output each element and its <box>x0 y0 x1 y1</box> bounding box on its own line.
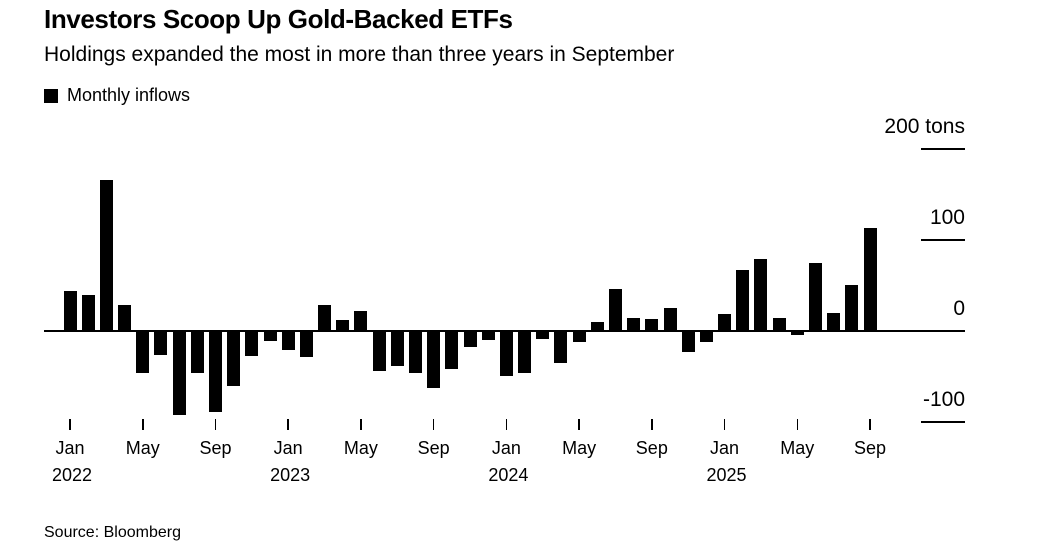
y-tick-line <box>921 148 965 150</box>
x-tick-label: Jan <box>710 438 740 458</box>
x-tick-label: May <box>125 438 160 458</box>
bar <box>481 331 495 340</box>
x-tick-label: May <box>343 438 378 458</box>
x-tick-label: May <box>562 438 597 458</box>
bar <box>281 331 295 350</box>
bar <box>681 331 695 353</box>
bar <box>736 269 750 330</box>
bar <box>445 331 459 369</box>
bar <box>518 331 531 374</box>
y-tick-label: 200 tons <box>884 115 965 138</box>
bar <box>463 331 477 347</box>
bar <box>809 262 822 330</box>
x-year-label: 2022 <box>51 465 93 485</box>
x-tick-label: Sep <box>199 438 232 458</box>
bar <box>572 331 586 343</box>
x-tick <box>214 419 217 430</box>
bar <box>718 313 731 330</box>
bar <box>299 331 313 357</box>
x-year-label: 2023 <box>270 465 311 485</box>
bar <box>645 319 659 330</box>
bar <box>245 331 259 357</box>
bar <box>227 331 241 387</box>
chart-subtitle: Holdings expanded the most in more than … <box>44 43 675 66</box>
bar <box>63 290 77 330</box>
x-tick-label: Sep <box>635 438 668 458</box>
page-title: Investors Scoop Up Gold-Backed ETFs <box>44 4 513 34</box>
bar <box>609 289 622 331</box>
x-tick <box>796 419 798 430</box>
legend: Monthly inflows <box>44 85 190 106</box>
x-tick <box>651 419 653 430</box>
bar <box>827 312 841 330</box>
legend-label: Monthly inflows <box>67 85 191 105</box>
x-year-label: 2024 <box>488 465 529 485</box>
bar <box>372 331 386 371</box>
x-tick <box>69 419 71 430</box>
bar <box>427 331 441 388</box>
y-tick-label: -100 <box>922 388 965 411</box>
x-tick-label: Jan <box>55 438 85 458</box>
x-tick <box>578 419 580 430</box>
y-tick-line <box>921 239 965 241</box>
x-tick <box>869 419 871 430</box>
bar <box>754 259 768 330</box>
x-tick <box>723 419 726 430</box>
x-tick-label: May <box>780 438 815 458</box>
y-tick-label: 0 <box>953 297 965 320</box>
bar <box>354 310 368 330</box>
bar <box>154 331 168 356</box>
bar <box>663 308 677 330</box>
bar <box>81 295 95 330</box>
bar <box>118 304 131 330</box>
bar <box>390 331 404 367</box>
legend-swatch-icon <box>44 88 58 103</box>
x-tick <box>287 419 289 430</box>
bar <box>99 179 113 330</box>
x-tick <box>432 419 435 430</box>
bar <box>554 331 568 364</box>
bar <box>590 321 604 330</box>
bar <box>499 331 513 377</box>
x-tick-label: Sep <box>853 438 886 458</box>
x-tick-label: Jan <box>273 438 303 458</box>
bar <box>409 331 422 373</box>
bar <box>172 331 186 416</box>
y-tick-label: 100 <box>929 206 965 229</box>
y-tick-line <box>921 421 965 423</box>
bar <box>536 331 550 339</box>
x-tick <box>360 419 362 430</box>
bar <box>790 331 804 336</box>
x-tick-label: Sep <box>417 438 450 458</box>
x-tick <box>505 419 508 430</box>
bar <box>845 285 859 330</box>
bar <box>263 331 277 341</box>
bar <box>699 331 713 342</box>
source-note: Source: Bloomberg <box>44 524 181 541</box>
x-tick-label: Jan <box>491 438 521 458</box>
x-tick <box>142 419 144 430</box>
bar <box>772 318 786 330</box>
bar <box>209 331 222 412</box>
x-year-label: 2025 <box>706 465 747 485</box>
bar <box>627 318 641 330</box>
bar <box>863 228 877 330</box>
bar <box>336 320 350 330</box>
x-axis-line <box>44 330 965 332</box>
bar <box>318 305 331 330</box>
bar <box>190 331 204 374</box>
bar <box>136 331 150 373</box>
